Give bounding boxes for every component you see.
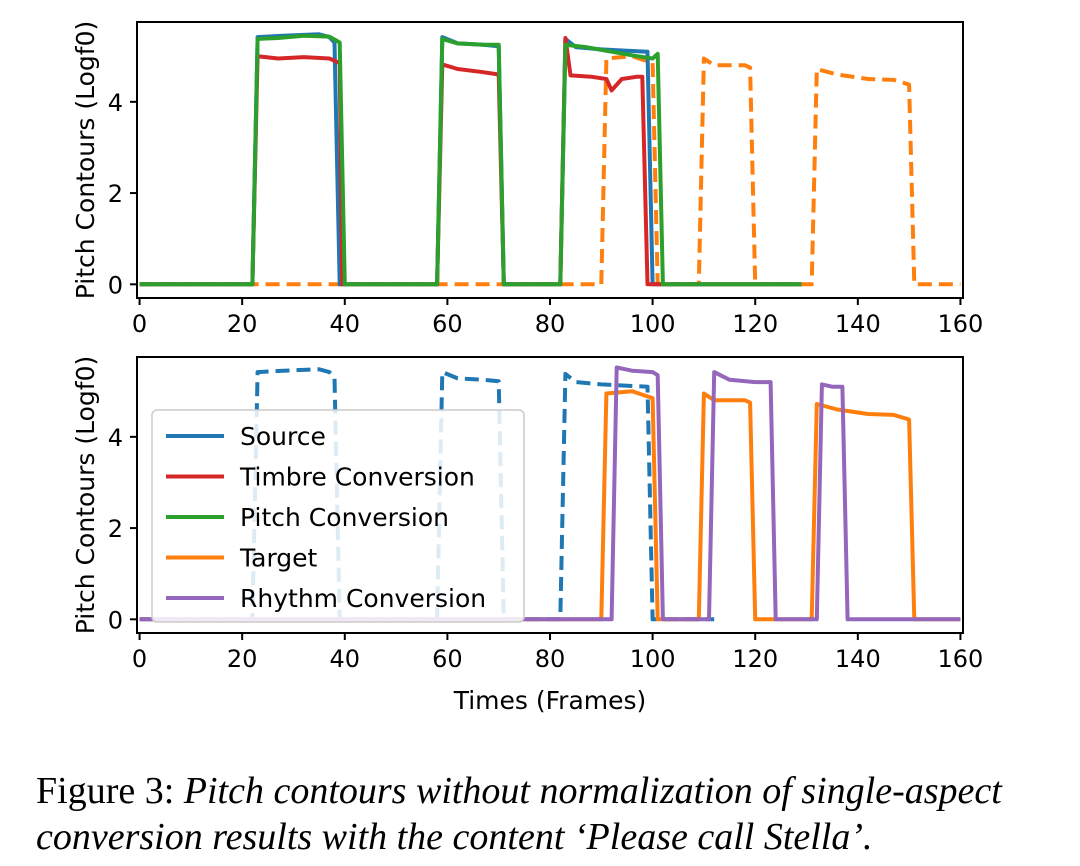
bottom-series-source xyxy=(139,367,715,622)
legend: Source Timbre Conversion Pitch Conversion T… xyxy=(151,409,525,623)
legend-label-4: Rhythm Conversion xyxy=(240,584,486,613)
bottom-x-tick-label-160: 160 xyxy=(938,645,984,673)
bottom-plot-area xyxy=(139,365,961,622)
top-y-axis-label: Pitch Contours (Logf0) xyxy=(71,21,100,299)
bottom-x-tick-label-60: 60 xyxy=(432,645,463,673)
top-x-tick-label-120: 120 xyxy=(732,310,778,338)
top-series-pitch xyxy=(139,33,802,287)
top-x-tick-label-40: 40 xyxy=(330,310,361,338)
top-x-tick-label-20: 20 xyxy=(227,310,258,338)
bottom-x-tick-label-120: 120 xyxy=(732,645,778,673)
top-x-tick-label-160: 160 xyxy=(938,310,984,338)
top-x-tick-label-0: 0 xyxy=(132,310,147,338)
x-axis-label: Times (Frames) xyxy=(453,686,647,715)
bottom-x-tick-label-80: 80 xyxy=(535,645,566,673)
bottom-x-tick-label-140: 140 xyxy=(835,645,881,673)
bottom-x-tick-label-0: 0 xyxy=(132,645,147,673)
bottom-x-tick-label-20: 20 xyxy=(227,645,258,673)
top-y-tick-label-2: 2 xyxy=(108,180,123,208)
top-series-target xyxy=(139,54,961,287)
legend-label-3: Target xyxy=(239,544,318,573)
top-plot-area xyxy=(139,32,961,287)
legend-label-1: Timbre Conversion xyxy=(239,463,475,492)
bottom-series-target xyxy=(139,389,961,622)
bottom-axis-ticks: 0 20 40 60 80 100 120 140 160 0 2 4 xyxy=(108,424,984,673)
bottom-y-axis-label: Pitch Contours (Logf0) xyxy=(71,356,100,634)
caption-label: Figure 3: xyxy=(36,770,175,812)
top-x-tick-label-60: 60 xyxy=(432,310,463,338)
legend-label-2: Pitch Conversion xyxy=(240,503,449,532)
top-axes-frame xyxy=(136,21,964,299)
bottom-y-tick-label-0: 0 xyxy=(108,606,123,634)
top-x-tick-label-140: 140 xyxy=(835,310,881,338)
figure-caption: Figure 3: Pitch contours without normali… xyxy=(36,768,1076,860)
top-x-tick-label-100: 100 xyxy=(630,310,676,338)
top-axis-ticks: 0 20 40 60 80 100 120 140 160 0 2 4 xyxy=(108,89,984,338)
bottom-x-tick-label-40: 40 xyxy=(330,645,361,673)
bottom-panel: 0 20 40 60 80 100 120 140 160 0 2 4 Pitch Contours … xyxy=(71,356,983,715)
bottom-x-tick-label-100: 100 xyxy=(630,645,676,673)
caption-text: Pitch contours without normalization of … xyxy=(36,770,1002,858)
legend-box xyxy=(151,409,525,623)
bottom-y-tick-label-4: 4 xyxy=(108,424,123,452)
top-y-tick-label-4: 4 xyxy=(108,89,123,117)
bottom-series-rhythm xyxy=(139,365,961,622)
top-x-tick-label-80: 80 xyxy=(535,310,566,338)
bottom-y-tick-label-2: 2 xyxy=(108,515,123,543)
top-y-tick-label-0: 0 xyxy=(108,271,123,299)
top-panel: 0 20 40 60 80 100 120 140 160 0 2 4 Pitch Contours … xyxy=(71,21,983,338)
legend-label-0: Source xyxy=(240,422,326,451)
